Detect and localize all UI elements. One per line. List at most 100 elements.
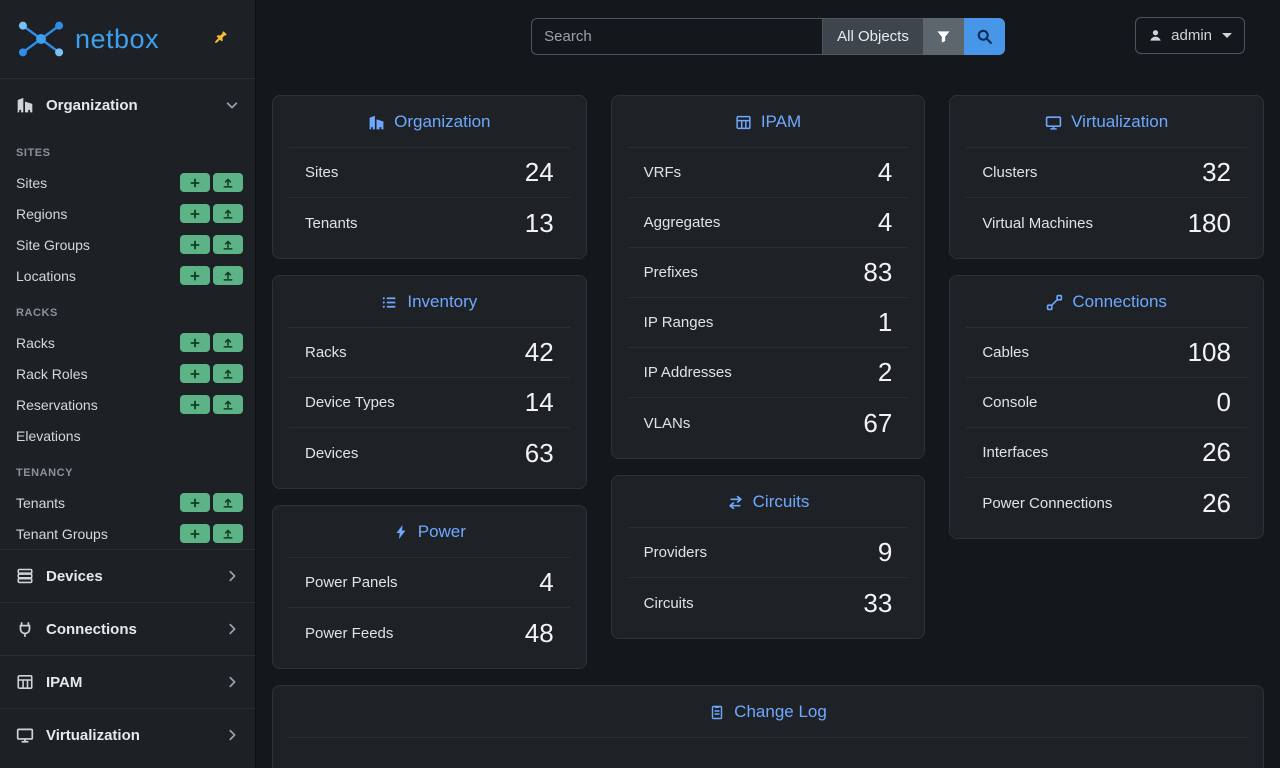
sidebar-group-ipam[interactable]: IPAM <box>0 656 255 708</box>
stat-link[interactable]: Prefixes <box>643 264 698 281</box>
card-changelog: Change Log <box>272 685 1264 768</box>
import-button[interactable] <box>213 493 243 512</box>
stat-link[interactable]: Clusters <box>982 164 1038 181</box>
card-title[interactable]: IPAM <box>760 112 802 131</box>
sidebar-item-regions[interactable]: Regions <box>0 198 255 229</box>
stat-link[interactable]: Providers <box>643 544 708 561</box>
add-button[interactable] <box>180 493 210 512</box>
sidebar-pin-button[interactable] <box>210 27 231 48</box>
stat-link[interactable]: Devices <box>305 444 359 462</box>
main-area: All Objects admin <box>256 0 1280 768</box>
dashboard: Organization Sites 24 Tenants 13 <box>256 72 1280 768</box>
card-title[interactable]: Connections <box>1072 292 1167 311</box>
upload-icon <box>222 177 234 189</box>
import-button[interactable] <box>213 524 243 543</box>
sidebar-group-organization[interactable]: Organization <box>0 79 255 131</box>
plus-icon <box>189 497 201 509</box>
card-header: IPAM <box>627 96 909 148</box>
stat-row: Device Types 14 <box>289 378 570 428</box>
search-input[interactable] <box>531 17 823 55</box>
add-button[interactable] <box>180 173 210 192</box>
sidebar-item-reservations[interactable]: Reservations <box>0 389 255 420</box>
import-button[interactable] <box>213 173 243 192</box>
netbox-logo-icon <box>16 19 66 59</box>
netbox-logo[interactable]: netbox <box>16 19 159 59</box>
card-title[interactable]: Organization <box>394 112 491 131</box>
stat-link[interactable]: Device Types <box>305 394 395 411</box>
chevron-right-icon <box>225 569 239 583</box>
search-scope-button[interactable]: All Objects <box>822 17 923 55</box>
search-icon <box>976 28 993 45</box>
stat-link[interactable]: Aggregates <box>643 214 721 231</box>
add-button[interactable] <box>180 266 210 285</box>
sidebar-item-locations[interactable]: Locations <box>0 260 255 291</box>
stat-row: Racks 42 <box>289 328 570 378</box>
upload-icon <box>222 239 234 251</box>
plus-icon <box>189 528 201 540</box>
sidebar-group-label: Devices <box>46 567 103 585</box>
import-button[interactable] <box>213 204 243 223</box>
card-title[interactable]: Power <box>417 522 466 541</box>
sidebar-item-elevations[interactable]: Elevations <box>16 427 81 444</box>
sidebar: netbox Organization <box>0 0 256 768</box>
user-menu-label: admin <box>1171 27 1212 44</box>
card-title[interactable]: Inventory <box>407 292 478 311</box>
sidebar-item-tenants[interactable]: Tenants <box>0 487 255 518</box>
sidebar-item-tenant-groups[interactable]: Tenant Groups <box>0 518 255 549</box>
sidebar-group-virtualization[interactable]: Virtualization <box>0 709 255 761</box>
add-button[interactable] <box>180 235 210 254</box>
import-button[interactable] <box>213 266 243 285</box>
stat-link[interactable]: Cables <box>982 344 1030 361</box>
sidebar-item-site-groups[interactable]: Site Groups <box>0 229 255 260</box>
import-button[interactable] <box>213 333 243 352</box>
stat-link[interactable]: VLANs <box>643 414 691 432</box>
stat-link[interactable]: Sites <box>305 164 339 181</box>
grid-icon <box>16 673 34 691</box>
lightning-icon <box>393 524 409 540</box>
user-menu-button[interactable]: admin <box>1135 17 1245 54</box>
search-filter-button[interactable] <box>922 17 964 55</box>
sidebar-group-devices[interactable]: Devices <box>0 550 255 602</box>
import-button[interactable] <box>213 235 243 254</box>
card-title[interactable]: Change Log <box>734 702 827 721</box>
person-icon <box>1148 28 1163 43</box>
stat-value: 1 <box>877 307 893 337</box>
upload-icon <box>222 368 234 380</box>
stat-link[interactable]: IP Addresses <box>643 364 732 381</box>
card-inventory: Inventory Racks 42 Device Types 14 Devic… <box>272 275 587 489</box>
stat-link[interactable]: Interfaces <box>982 444 1049 461</box>
sidebar-item-racks[interactable]: Racks <box>0 327 255 358</box>
building-icon <box>368 114 385 131</box>
add-button[interactable] <box>180 524 210 543</box>
add-button[interactable] <box>180 395 210 414</box>
stat-link[interactable]: Console <box>982 394 1038 411</box>
card-title[interactable]: Virtualization <box>1071 112 1169 131</box>
stat-row: Power Connections 26 <box>966 478 1247 528</box>
stat-link[interactable]: Virtual Machines <box>982 214 1093 232</box>
stat-link[interactable]: VRFs <box>643 164 682 181</box>
sidebar-item-rack-roles[interactable]: Rack Roles <box>0 358 255 389</box>
stat-link[interactable]: Power Connections <box>982 494 1113 512</box>
plus-icon <box>189 337 201 349</box>
import-button[interactable] <box>213 364 243 383</box>
search-submit-button[interactable] <box>963 17 1005 55</box>
card-power: Power Power Panels 4 Power Feeds 48 <box>272 505 587 669</box>
sidebar-group-connections[interactable]: Connections <box>0 603 255 655</box>
stat-row: Interfaces 26 <box>966 428 1247 478</box>
add-button[interactable] <box>180 364 210 383</box>
stat-link[interactable]: IP Ranges <box>643 314 714 331</box>
import-button[interactable] <box>213 395 243 414</box>
add-button[interactable] <box>180 204 210 223</box>
card-header: Change Log <box>289 686 1247 738</box>
stat-link[interactable]: Racks <box>305 344 347 361</box>
add-button[interactable] <box>180 333 210 352</box>
card-title[interactable]: Circuits <box>752 492 810 511</box>
grid-icon <box>735 114 752 131</box>
stat-link[interactable]: Power Feeds <box>305 624 394 642</box>
stat-row: VLANs 67 <box>628 398 909 448</box>
stat-link[interactable]: Circuits <box>643 594 694 612</box>
sidebar-item-sites[interactable]: Sites <box>0 167 255 198</box>
stat-link[interactable]: Power Panels <box>305 574 398 591</box>
stat-row: Power Panels 4 <box>289 558 570 608</box>
stat-link[interactable]: Tenants <box>305 214 358 232</box>
